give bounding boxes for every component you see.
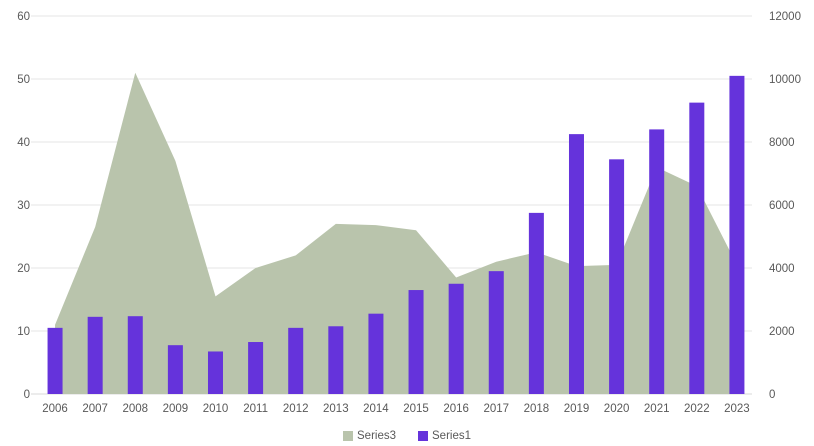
series1-bar-2014 xyxy=(368,313,384,394)
series3-area-swatch xyxy=(343,431,353,441)
left-axis-tick-label: 0 xyxy=(24,389,30,401)
x-axis-label-2006: 2006 xyxy=(42,403,68,415)
x-axis-label-2022: 2022 xyxy=(684,403,710,415)
left-axis-tick-label: 20 xyxy=(17,263,30,275)
series1-bar-2009 xyxy=(167,345,183,394)
series1-bar-2006 xyxy=(47,327,63,394)
right-axis-tick-label: 6000 xyxy=(769,200,795,212)
series3-area xyxy=(55,72,737,394)
legend-label-series3: Series3 xyxy=(357,430,396,442)
x-axis-label-2008: 2008 xyxy=(122,403,148,415)
x-axis-label-2014: 2014 xyxy=(363,403,389,415)
x-axis-label-2012: 2012 xyxy=(283,403,309,415)
right-axis-tick-label: 2000 xyxy=(769,326,795,338)
series1-bar-2012 xyxy=(288,327,304,394)
series1-bar-2023 xyxy=(729,75,745,394)
legend: Series3 Series1 xyxy=(0,430,814,442)
legend-item-series3: Series3 xyxy=(343,430,396,442)
x-axis-label-2007: 2007 xyxy=(82,403,108,415)
series1-bar-2017 xyxy=(488,271,504,394)
x-axis-label-2021: 2021 xyxy=(644,403,670,415)
series1-bar-2018 xyxy=(528,212,544,394)
x-axis-label-2013: 2013 xyxy=(323,403,349,415)
left-axis-tick-label: 10 xyxy=(17,326,30,338)
series1-bar-2019 xyxy=(568,134,584,394)
series1-bar-2013 xyxy=(328,326,344,394)
left-axis-tick-label: 30 xyxy=(17,200,30,212)
x-axis-label-2009: 2009 xyxy=(163,403,189,415)
series1-bar-2010 xyxy=(207,351,223,394)
series1-bar-2008 xyxy=(127,316,143,394)
legend-item-series1: Series1 xyxy=(418,430,471,442)
right-axis-tick-label: 8000 xyxy=(769,137,795,149)
series1-bar-2016 xyxy=(448,283,464,394)
series1-bar-2022 xyxy=(689,102,705,394)
x-axis-label-2011: 2011 xyxy=(243,403,268,415)
x-axis-label-2015: 2015 xyxy=(403,403,429,415)
series1-bar-2007 xyxy=(87,316,103,394)
x-axis-label-2023: 2023 xyxy=(724,403,750,415)
x-axis-label-2019: 2019 xyxy=(564,403,590,415)
series1-bar-2011 xyxy=(248,342,264,394)
x-axis-label-2018: 2018 xyxy=(524,403,550,415)
right-axis-tick-label: 0 xyxy=(769,389,775,401)
legend-label-series1: Series1 xyxy=(432,430,471,442)
left-axis-tick-label: 60 xyxy=(17,11,30,23)
left-axis-tick-label: 40 xyxy=(17,137,30,149)
plot-area: 0 10 20 30 40 50 60 0 2000 4000 6000 8000 10000 12000… xyxy=(17,11,801,415)
x-axis-label-2020: 2020 xyxy=(604,403,630,415)
series1-bar-2015 xyxy=(408,290,424,394)
right-axis-tick-label: 12000 xyxy=(769,11,801,23)
left-axis-tick-label: 50 xyxy=(17,74,30,86)
x-axis-label-2017: 2017 xyxy=(483,403,509,415)
series1-bar-swatch xyxy=(418,431,428,441)
right-axis-tick-label: 10000 xyxy=(769,74,801,86)
series1-bar-2021 xyxy=(649,129,665,394)
series1-bar-2020 xyxy=(609,159,625,394)
right-axis-tick-label: 4000 xyxy=(769,263,795,275)
x-axis-label-2010: 2010 xyxy=(203,403,229,415)
x-axis-label-2016: 2016 xyxy=(443,403,469,415)
